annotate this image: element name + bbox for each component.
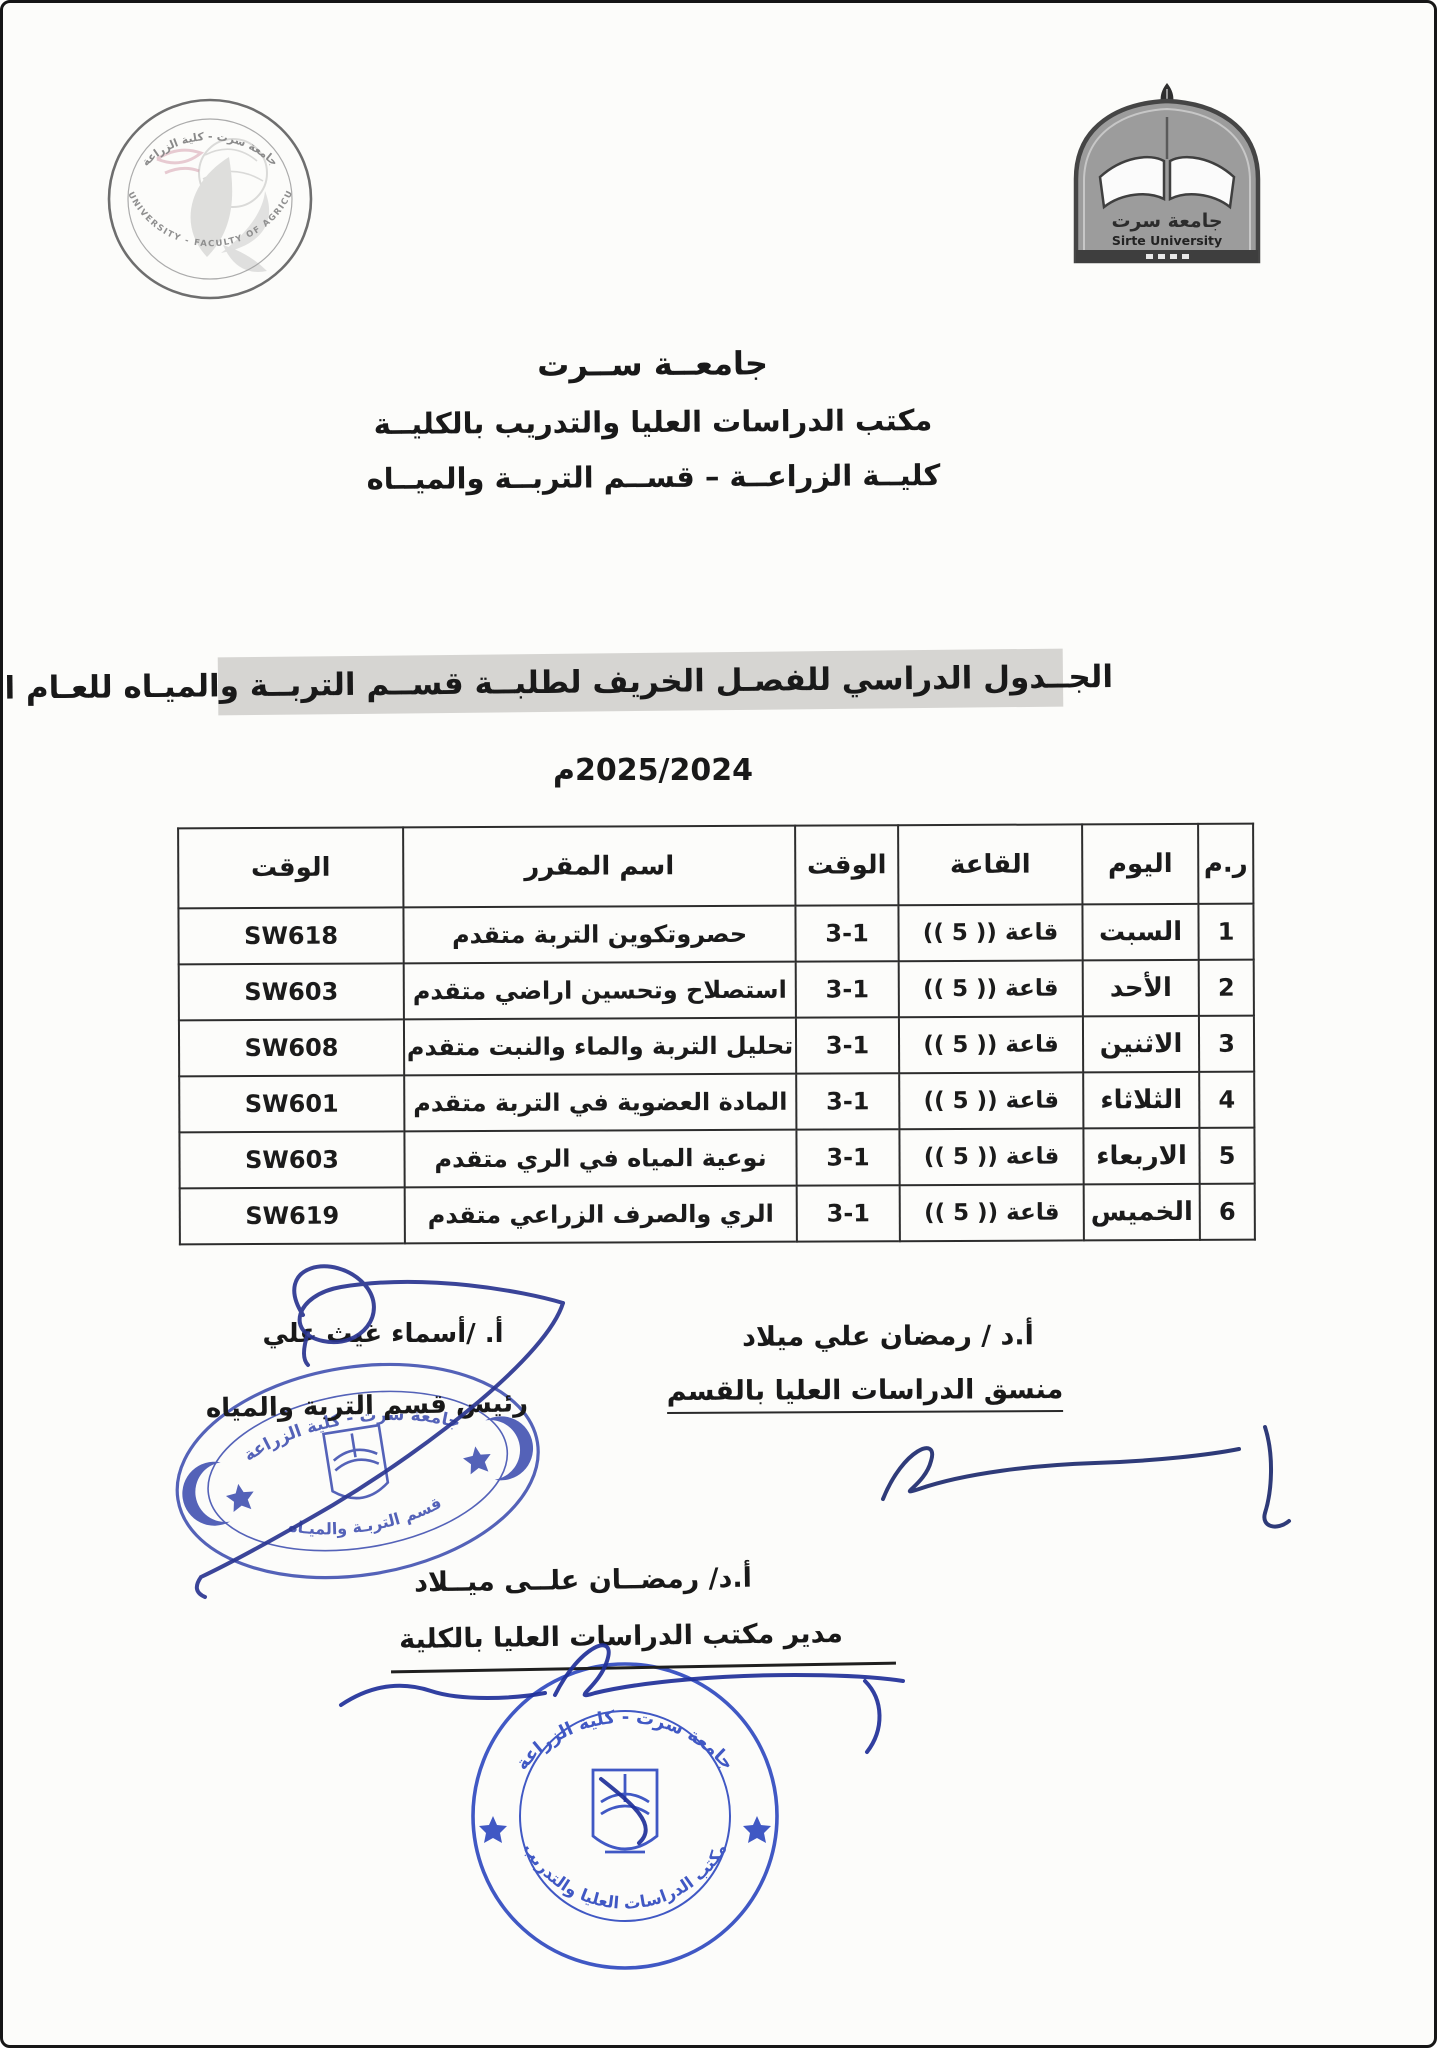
table-header-row: ر.م اليوم القاعة الوقت اسم المقرر الوقت	[178, 823, 1254, 909]
logo-name-english: Sirte University	[1112, 233, 1222, 248]
cell-index: 5	[1199, 1127, 1255, 1184]
cell-index: 1	[1198, 903, 1254, 960]
cell-course: حصروتكوين التربة متقدم	[403, 905, 796, 964]
office-stamp-arc-top: جامعة سرت - كلية الزراعة	[512, 1707, 739, 1775]
cell-day: الاثنين	[1082, 1015, 1200, 1073]
cell-course: نوعية المياه في الري متقدم	[404, 1129, 797, 1188]
crescent-star-icon	[182, 1461, 254, 1526]
cell-time: 3-1	[796, 1129, 900, 1186]
sirte-university-logo: جامعة سرت Sirte University	[1073, 83, 1261, 264]
header-code: الوقت	[178, 827, 404, 909]
cell-time: 3-1	[796, 1185, 900, 1242]
coordinator-role: منسق الدراسات العليا بالقسم	[655, 1373, 1075, 1415]
faculty-department-line: كليــة الزراعــة – قســم التربــة والميـ…	[366, 457, 941, 497]
cell-room: قاعة (( 5 ))	[898, 1016, 1084, 1074]
seal-leaf-globe-art	[190, 138, 270, 272]
cell-code: SW619	[179, 1187, 405, 1245]
table-row: 1 السبت قاعة (( 5 )) 3-1 حصروتكوين الترب…	[178, 903, 1254, 965]
head-name: أ. /أسماء غيث علي	[262, 1319, 504, 1349]
office-name-line: مكتب الدراسات العليا والتدريب بالكليــة	[373, 403, 933, 441]
cell-code: SW603	[178, 963, 404, 1021]
cell-time: 3-1	[795, 1017, 900, 1074]
cell-code: SW601	[179, 1075, 405, 1133]
schedule-table-wrapper: ر.م اليوم القاعة الوقت اسم المقرر الوقت …	[177, 823, 1256, 1246]
letterhead: جامعــة ســرت مكتب الدراسات العليا والتد…	[252, 342, 1053, 497]
svg-text:جامعة سرت - كلية الزراعة: جامعة سرت - كلية الزراعة	[512, 1707, 739, 1775]
cell-time: 3-1	[796, 1073, 900, 1130]
faculty-of-agriculture-seal: جامعة سرت - كلية الزراعة SIRTE UNIVERSIT…	[91, 88, 313, 300]
schedule-table: ر.م اليوم القاعة الوقت اسم المقرر الوقت …	[177, 823, 1256, 1246]
cell-day: السبت	[1082, 903, 1199, 961]
coordinator-name: أ.د / رمضان علي ميلاد	[742, 1320, 1034, 1353]
cell-day: الخميس	[1083, 1183, 1200, 1241]
cell-index: 3	[1198, 1015, 1255, 1072]
stamp-book-emblem	[321, 1423, 390, 1500]
faded-red-mark	[156, 148, 205, 175]
coordinator-signature	[881, 1425, 1291, 1529]
cell-course: استصلاح وتحسين اراضي متقدم	[403, 961, 796, 1020]
director-name: أ.د/ رمضــان علــى ميــلاد	[413, 1562, 753, 1599]
cell-room: قاعة (( 5 ))	[899, 1184, 1084, 1242]
cell-index: 4	[1199, 1071, 1255, 1128]
cell-room: قاعة (( 5 ))	[898, 904, 1083, 962]
cell-room: قاعة (( 5 ))	[898, 960, 1083, 1018]
svg-text:قسم التربـة والميـاه: قسم التربـة والميـاه	[284, 1492, 446, 1547]
schedule-title: الجــدول الدراسي للفصـل الخريف لطلبــة ق…	[0, 658, 1114, 708]
logo-bottom-band	[1076, 250, 1258, 263]
cell-day: الثلاثاء	[1083, 1071, 1200, 1129]
academic-year: 2025/2024م	[553, 753, 753, 788]
cell-code: SW618	[178, 907, 404, 965]
director-role: مدير مكتب الدراسات العليا بالكلية	[398, 1617, 844, 1656]
university-name-line: جامعــة ســرت	[537, 344, 769, 384]
header-course: اسم المقرر	[403, 825, 796, 908]
cell-course: الري والصرف الزراعي متقدم	[404, 1185, 797, 1244]
cell-day: الاربعاء	[1083, 1127, 1200, 1185]
header-index: ر.م	[1198, 823, 1254, 904]
cell-room: قاعة (( 5 ))	[899, 1072, 1084, 1130]
header-time: الوقت	[795, 825, 899, 906]
cell-index: 2	[1198, 959, 1254, 1016]
stamp-book-emblem	[591, 1768, 659, 1854]
header-room: القاعة	[898, 824, 1083, 906]
header-day: اليوم	[1082, 823, 1199, 905]
cell-time: 3-1	[795, 905, 899, 962]
cell-index: 6	[1199, 1183, 1255, 1240]
cell-room: قاعة (( 5 ))	[899, 1128, 1084, 1186]
table-row: 6 الخميس قاعة (( 5 )) 3-1 الري والصرف ال…	[179, 1183, 1255, 1245]
cell-code: SW608	[178, 1019, 405, 1077]
cell-course: تحليل التربة والماء والنبت متقدم	[403, 1017, 797, 1076]
table-row: 3 الاثنين قاعة (( 5 )) 3-1 تحليل التربة …	[178, 1015, 1255, 1077]
table-row: 5 الاربعاء قاعة (( 5 )) 3-1 نوعية المياه…	[179, 1127, 1255, 1189]
logo-name-arabic: جامعة سرت	[1111, 210, 1222, 232]
open-book-icon	[1098, 155, 1236, 210]
cell-code: SW603	[179, 1131, 405, 1189]
table-row: 2 الأحد قاعة (( 5 )) 3-1 استصلاح وتحسين …	[178, 959, 1254, 1021]
head-role: رئيس قسم التربة والمياه	[205, 1388, 529, 1424]
cell-time: 3-1	[795, 961, 899, 1018]
table-row: 4 الثلاثاء قاعة (( 5 )) 3-1 المادة العضو…	[179, 1071, 1255, 1133]
cell-day: الأحد	[1082, 959, 1199, 1017]
crescent-star-icon	[463, 1416, 533, 1481]
stamp-star-icon	[479, 1816, 771, 1843]
cell-course: المادة العضوية في التربة متقدم	[404, 1073, 797, 1132]
office-round-stamp: جامعة سرت - كلية الزراعة مكتب الدراسات ا…	[471, 1662, 779, 1970]
dept-stamp-arc-bottom: قسم التربـة والميـاه	[284, 1492, 446, 1547]
